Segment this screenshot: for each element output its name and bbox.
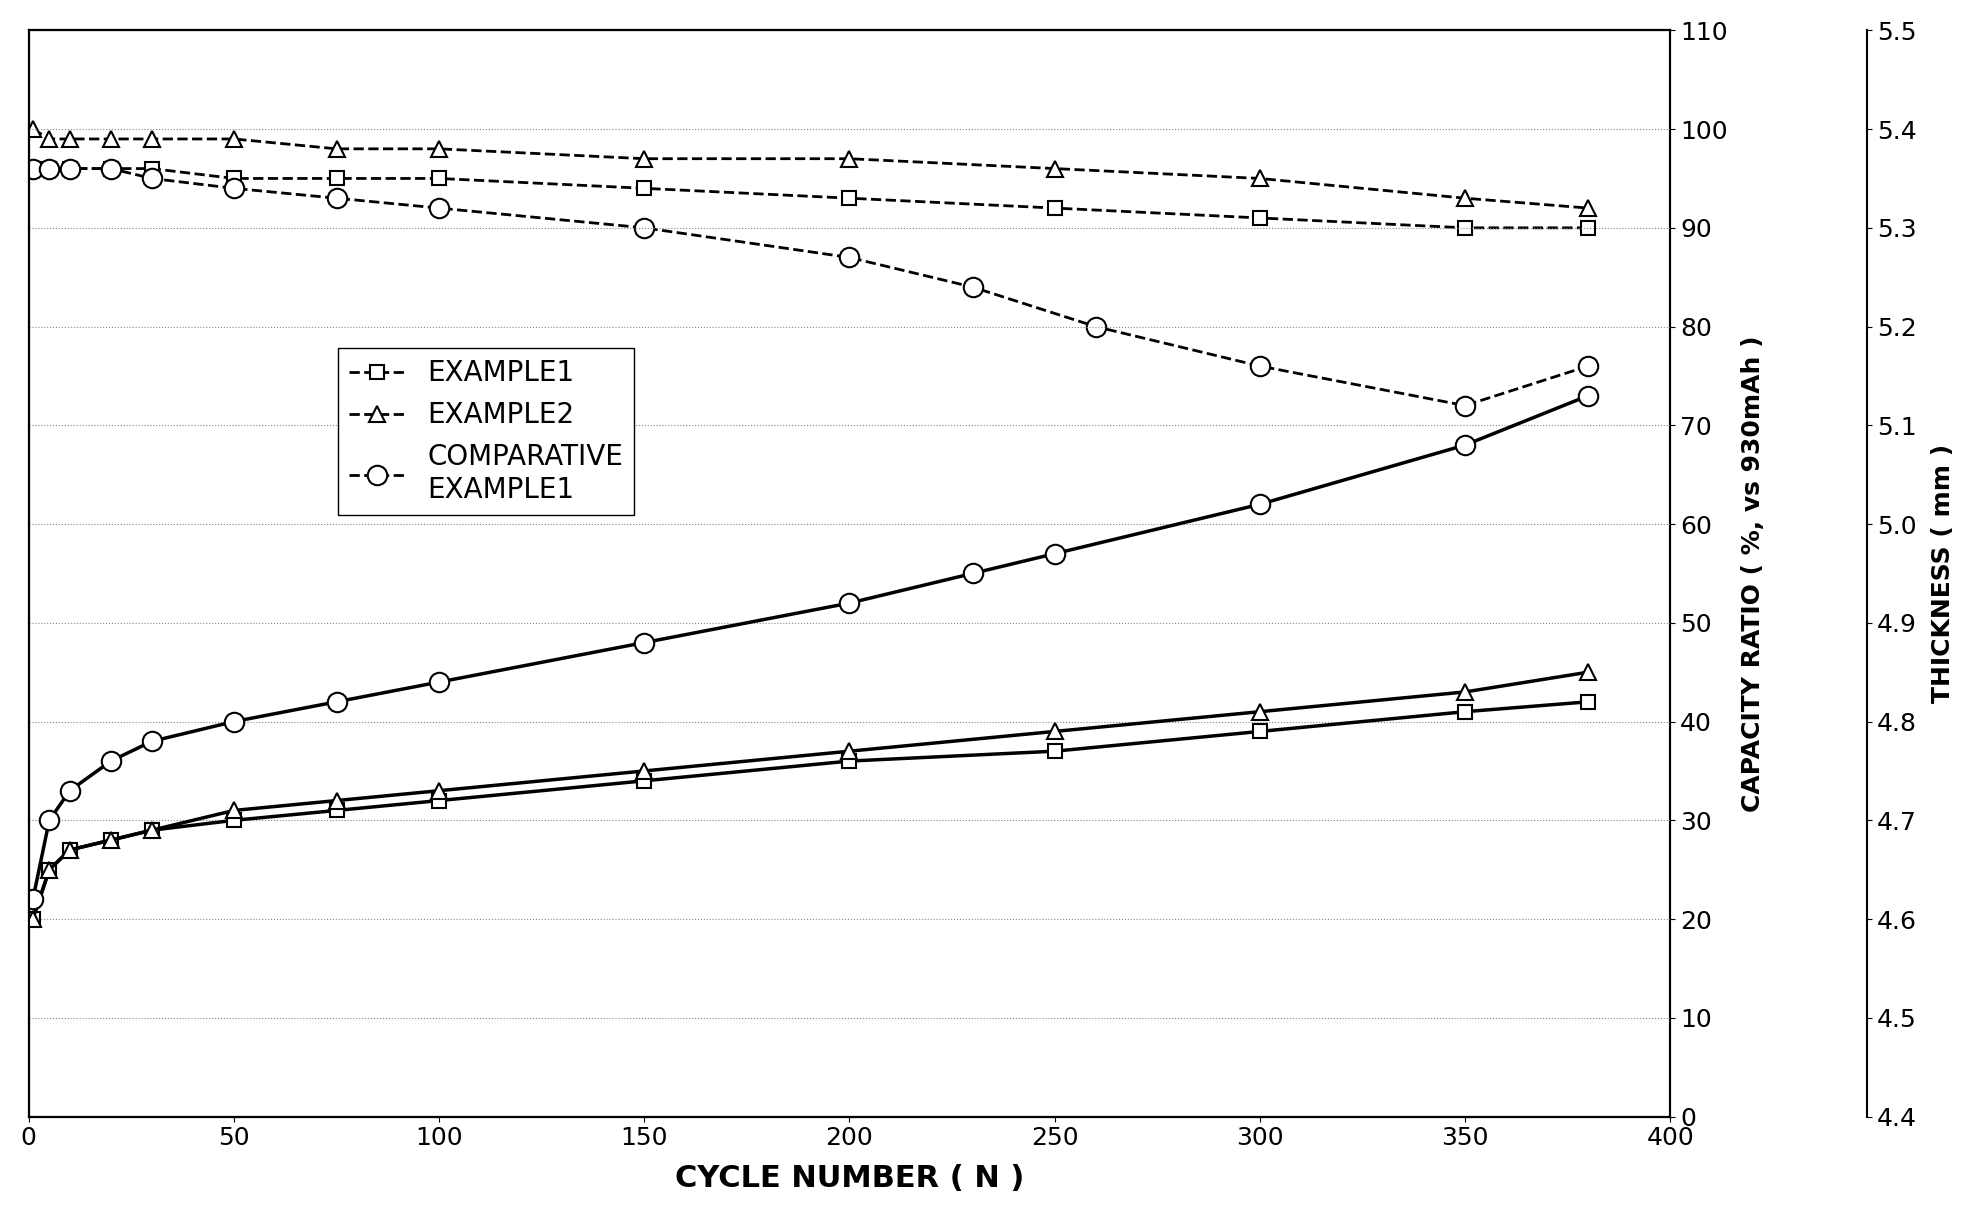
Legend: EXAMPLE1, EXAMPLE2, COMPARATIVE
EXAMPLE1: EXAMPLE1, EXAMPLE2, COMPARATIVE EXAMPLE1 xyxy=(337,348,633,515)
EXAMPLE1 xyxy=(37,161,61,176)
EXAMPLE2 xyxy=(1577,200,1600,215)
EXAMPLE1 xyxy=(1577,221,1600,236)
EXAMPLE2 xyxy=(1043,161,1067,176)
EXAMPLE2 xyxy=(139,131,163,146)
EXAMPLE2 xyxy=(427,142,451,157)
EXAMPLE1 xyxy=(139,161,163,176)
EXAMPLE2 xyxy=(633,152,657,166)
Line: EXAMPLE1: EXAMPLE1 xyxy=(25,161,1594,234)
EXAMPLE2 xyxy=(22,121,45,136)
EXAMPLE1 xyxy=(1247,211,1271,226)
COMPARATIVE
EXAMPLE1 xyxy=(139,171,163,186)
EXAMPLE2 xyxy=(59,131,82,146)
COMPARATIVE
EXAMPLE1 xyxy=(1453,398,1477,413)
EXAMPLE1 xyxy=(427,171,451,186)
COMPARATIVE
EXAMPLE1 xyxy=(1577,359,1600,374)
EXAMPLE1 xyxy=(1043,200,1067,215)
Y-axis label: THICKNESS ( mm ): THICKNESS ( mm ) xyxy=(1932,444,1955,703)
COMPARATIVE
EXAMPLE1 xyxy=(1247,359,1271,374)
EXAMPLE1 xyxy=(1453,221,1477,236)
EXAMPLE1 xyxy=(326,171,349,186)
EXAMPLE1 xyxy=(22,161,45,176)
EXAMPLE2 xyxy=(1247,171,1271,186)
EXAMPLE2 xyxy=(326,142,349,157)
Line: EXAMPLE2: EXAMPLE2 xyxy=(25,120,1596,216)
EXAMPLE2 xyxy=(100,131,124,146)
EXAMPLE2 xyxy=(222,131,245,146)
COMPARATIVE
EXAMPLE1 xyxy=(427,200,451,215)
EXAMPLE2 xyxy=(37,131,61,146)
EXAMPLE1 xyxy=(100,161,124,176)
COMPARATIVE
EXAMPLE1 xyxy=(1084,319,1108,334)
COMPARATIVE
EXAMPLE1 xyxy=(633,221,657,236)
EXAMPLE1 xyxy=(222,171,245,186)
COMPARATIVE
EXAMPLE1 xyxy=(59,161,82,176)
COMPARATIVE
EXAMPLE1 xyxy=(37,161,61,176)
Y-axis label: CAPACITY RATIO ( %, vs 930mAh ): CAPACITY RATIO ( %, vs 930mAh ) xyxy=(1741,335,1765,812)
EXAMPLE1 xyxy=(837,191,861,205)
EXAMPLE2 xyxy=(1453,191,1477,205)
Line: COMPARATIVE
EXAMPLE1: COMPARATIVE EXAMPLE1 xyxy=(24,159,1598,415)
COMPARATIVE
EXAMPLE1 xyxy=(22,161,45,176)
COMPARATIVE
EXAMPLE1 xyxy=(100,161,124,176)
COMPARATIVE
EXAMPLE1 xyxy=(961,279,984,294)
X-axis label: CYCLE NUMBER ( N ): CYCLE NUMBER ( N ) xyxy=(675,1164,1024,1193)
EXAMPLE2 xyxy=(837,152,861,166)
EXAMPLE1 xyxy=(59,161,82,176)
COMPARATIVE
EXAMPLE1 xyxy=(837,250,861,265)
COMPARATIVE
EXAMPLE1 xyxy=(222,181,245,195)
COMPARATIVE
EXAMPLE1 xyxy=(326,191,349,205)
EXAMPLE1 xyxy=(633,181,657,195)
